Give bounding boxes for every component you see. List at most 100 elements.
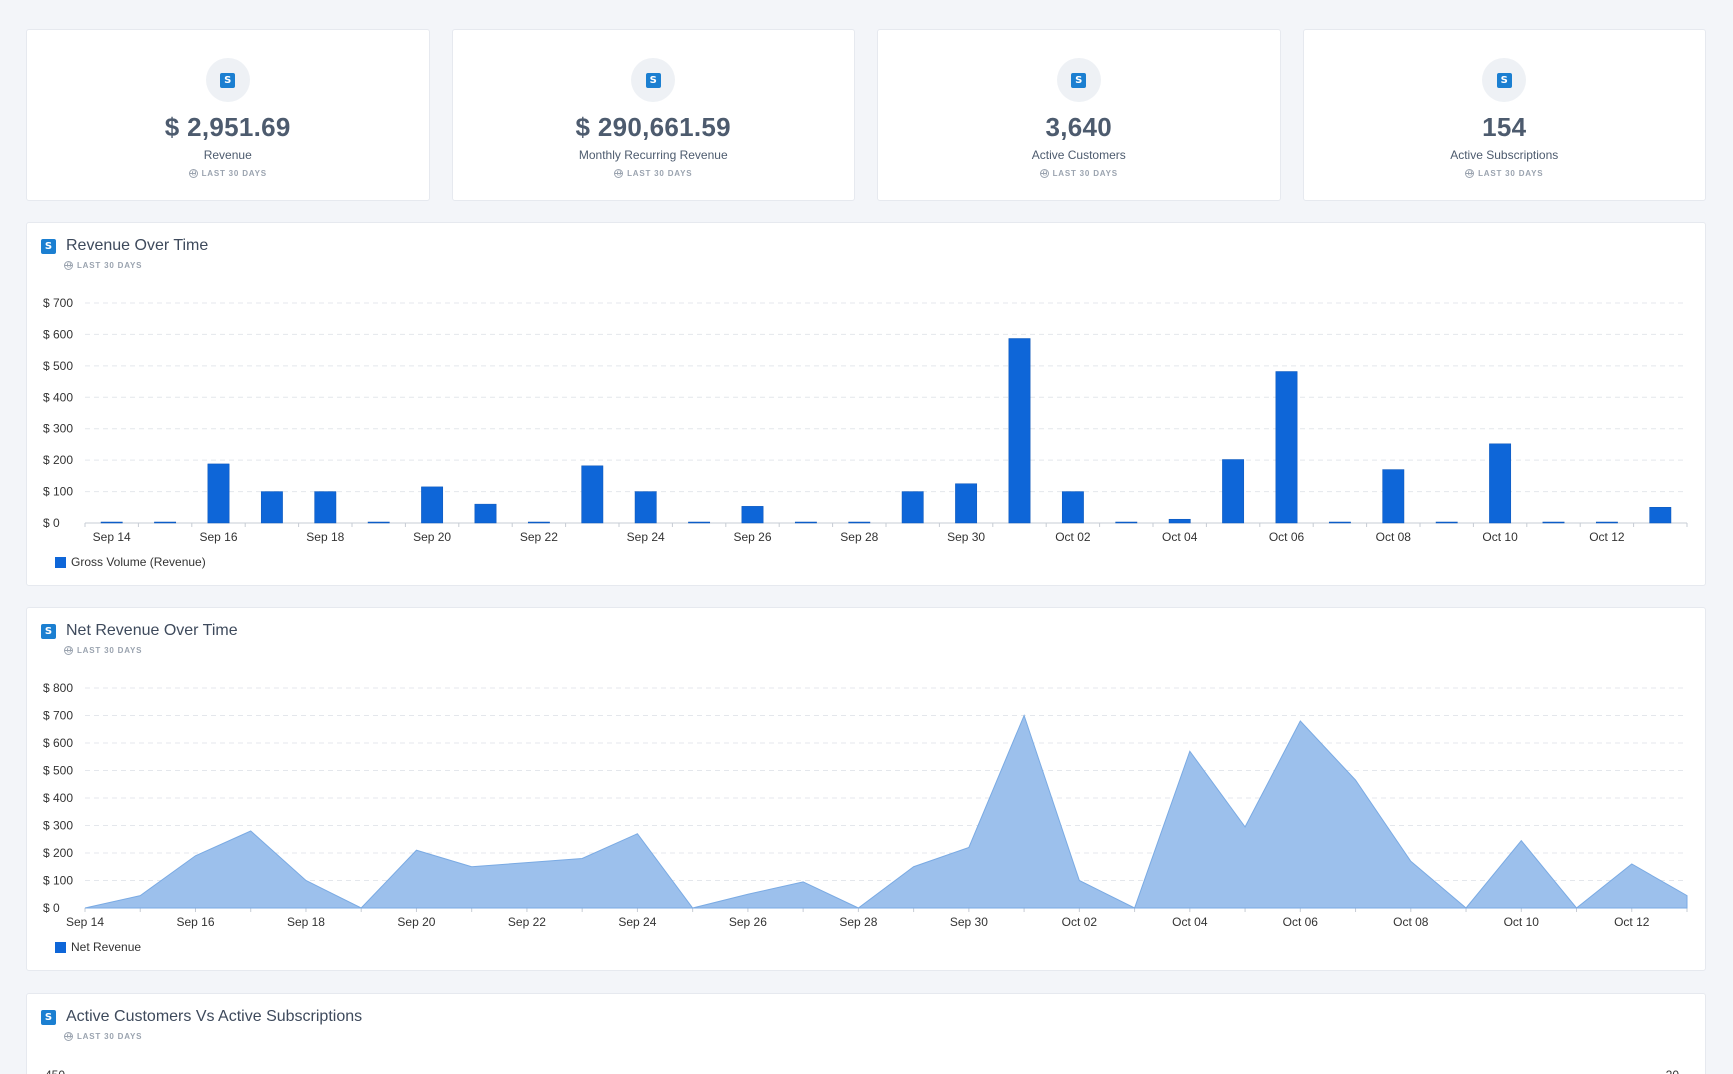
- globe-icon: [614, 169, 624, 178]
- net-revenue-over-time-panel: S Net Revenue Over Time LAST 30 DAYS $ 0…: [26, 607, 1706, 971]
- bar: [1275, 371, 1298, 524]
- bar: [1328, 521, 1351, 524]
- stat-value: 3,640: [1045, 112, 1113, 142]
- range-label: LAST 30 DAYS: [1478, 169, 1544, 178]
- x-tick-label: Sep 20: [413, 530, 451, 544]
- stat-label: Active Subscriptions: [1450, 148, 1559, 162]
- x-tick-label: Sep 26: [733, 530, 771, 544]
- bar: [1649, 507, 1672, 524]
- x-tick-label: Sep 24: [618, 915, 656, 929]
- panel-range: LAST 30 DAYS: [64, 1032, 362, 1041]
- revenue-over-time-panel: S Revenue Over Time LAST 30 DAYS $ 0 $ 10…: [26, 222, 1706, 586]
- stripe-s-icon: S: [645, 72, 661, 88]
- bar: [314, 491, 337, 524]
- y-tick-label: $ 200: [43, 846, 73, 860]
- x-tick-label: Sep 14: [66, 915, 104, 929]
- panel-title: Active Customers Vs Active Subscriptions: [66, 1008, 363, 1025]
- x-tick-label: Sep 28: [840, 530, 878, 544]
- stripe-s-icon: S: [41, 238, 56, 254]
- panel-title: Revenue Over Time: [66, 237, 209, 254]
- x-tick-label: Oct 08: [1376, 530, 1412, 544]
- y-tick-label: $ 0: [43, 901, 60, 915]
- bar: [207, 463, 230, 524]
- legend-swatch: [55, 556, 66, 568]
- x-tick-label: Sep 26: [729, 915, 767, 929]
- range-label: LAST 30 DAYS: [627, 169, 693, 178]
- stat-label: Monthly Recurring Revenue: [578, 148, 728, 162]
- y-tick-label: $ 0: [43, 516, 60, 530]
- y-tick-label: $ 700: [43, 709, 73, 723]
- bar: [1489, 443, 1512, 524]
- stat-range: LAST 30 DAYS: [1465, 169, 1543, 178]
- chart-legend[interactable]: Gross Volume (Revenue): [55, 555, 206, 569]
- bar: [1222, 459, 1245, 524]
- stat-card-active-subscriptions[interactable]: S 154 Active Subscriptions LAST 30 DAYS: [1302, 29, 1706, 201]
- range-label: LAST 30 DAYS: [77, 1032, 143, 1041]
- x-tick-label: Sep 30: [947, 530, 985, 544]
- x-tick-label: Oct 10: [1504, 915, 1540, 929]
- net-revenue-area: [84, 714, 1688, 909]
- globe-icon: [64, 261, 73, 270]
- bar: [741, 506, 764, 524]
- legend-label: Gross Volume (Revenue): [71, 555, 206, 569]
- net-revenue-area-chart: $ 0 $ 100 $ 200 $ 300 $ 400 $ 500 $ 600 $ 700 $ …: [43, 681, 1688, 929]
- stripe-s-icon: S: [220, 72, 236, 88]
- y-tick-label: $ 300: [43, 422, 73, 436]
- x-tick-label: Oct 04: [1162, 530, 1198, 544]
- bar: [1061, 491, 1084, 524]
- stat-label: Active Customers: [1031, 148, 1126, 162]
- stripe-s-icon: S: [1496, 72, 1512, 88]
- x-tick-label: Oct 02: [1062, 915, 1098, 929]
- left-axis-tick: 450: [45, 1068, 65, 1074]
- bar: [421, 486, 444, 524]
- globe-icon: [1465, 169, 1475, 178]
- range-label: LAST 30 DAYS: [77, 646, 143, 655]
- x-tick-label: Oct 08: [1393, 915, 1429, 929]
- y-tick-label: $ 400: [43, 390, 73, 404]
- bar: [1115, 521, 1138, 524]
- stripe-s-icon: S: [41, 623, 56, 639]
- stat-range: LAST 30 DAYS: [614, 169, 692, 178]
- bar: [1595, 521, 1618, 524]
- stat-card-revenue[interactable]: S $ 2,951.69 Revenue LAST 30 DAYS: [26, 29, 430, 201]
- x-tick-label: Sep 18: [287, 915, 325, 929]
- panel-header: S Active Customers Vs Active Subscriptio…: [41, 1008, 362, 1041]
- stat-value: 154: [1482, 112, 1527, 142]
- stat-range: LAST 30 DAYS: [1039, 169, 1118, 178]
- globe-icon: [64, 646, 73, 655]
- x-tick-label: Sep 16: [199, 530, 237, 544]
- legend-swatch: [55, 941, 66, 953]
- bar: [955, 483, 978, 524]
- x-tick-label: Sep 16: [176, 915, 214, 929]
- x-tick-label: Sep 28: [839, 915, 877, 929]
- right-axis-tick: 20: [1666, 1068, 1679, 1074]
- bar: [474, 503, 497, 524]
- stat-range: LAST 30 DAYS: [188, 169, 267, 178]
- y-tick-label: $ 200: [43, 453, 73, 467]
- x-tick-label: Sep 22: [520, 530, 558, 544]
- globe-icon: [1039, 169, 1049, 178]
- y-tick-label: $ 300: [43, 819, 73, 833]
- panel-range: LAST 30 DAYS: [64, 646, 238, 655]
- bar: [581, 465, 604, 524]
- customers-vs-subscriptions-panel: S Active Customers Vs Active Subscriptio…: [26, 993, 1706, 1074]
- y-tick-label: $ 500: [43, 359, 73, 373]
- stat-icon-circle: S: [631, 58, 676, 102]
- bar: [367, 521, 390, 524]
- x-tick-label: Sep 20: [397, 915, 435, 929]
- y-tick-label: $ 600: [43, 736, 73, 750]
- bar: [1542, 521, 1565, 524]
- y-tick-label: $ 100: [43, 874, 73, 888]
- chart-legend[interactable]: Net Revenue: [55, 940, 141, 954]
- x-tick-label: Sep 18: [306, 530, 344, 544]
- stat-card-active-customers[interactable]: S 3,640 Active Customers LAST 30 DAYS: [877, 29, 1281, 201]
- y-tick-label: $ 800: [43, 681, 73, 695]
- stat-card-mrr[interactable]: S $ 290,661.59 Monthly Recurring Revenue…: [451, 29, 855, 201]
- globe-icon: [188, 169, 198, 178]
- bar: [527, 521, 550, 524]
- x-tick-label: Oct 12: [1614, 915, 1650, 929]
- x-tick-label: Sep 24: [627, 530, 665, 544]
- x-tick-label: Oct 06: [1283, 915, 1319, 929]
- bar: [901, 491, 924, 524]
- bar: [100, 521, 123, 524]
